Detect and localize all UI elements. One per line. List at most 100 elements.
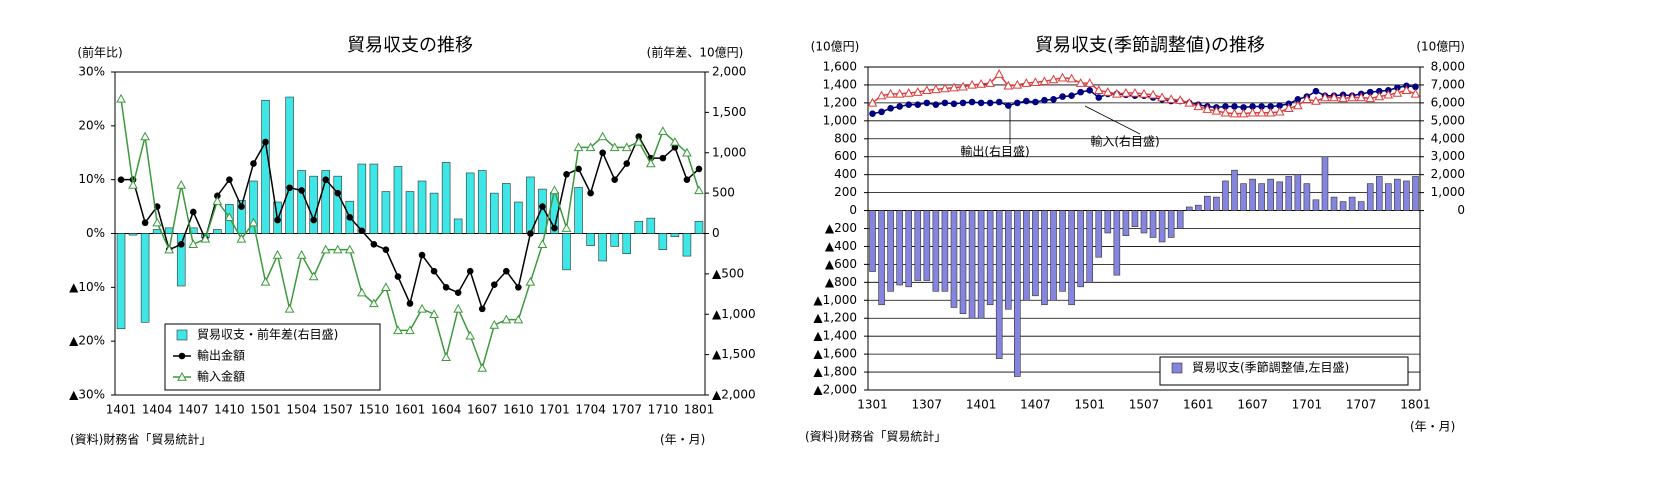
bar <box>646 217 656 234</box>
bar <box>1004 210 1012 310</box>
y-tick-label: ▲20% <box>69 334 105 348</box>
line-marker <box>1329 92 1339 102</box>
line-marker <box>1130 87 1140 97</box>
x-tick-label: 1301 <box>857 398 888 412</box>
x-tick-label: 1701 <box>539 403 570 417</box>
line-marker <box>1258 103 1265 110</box>
line-marker <box>912 87 923 96</box>
line-marker <box>188 239 199 248</box>
bar <box>1294 174 1302 211</box>
bar <box>116 233 126 330</box>
line-marker <box>164 244 175 254</box>
bar <box>381 191 391 234</box>
bar <box>369 163 379 234</box>
bar <box>1014 210 1021 377</box>
line-marker <box>1093 85 1104 95</box>
line-marker <box>152 217 162 227</box>
line-marker <box>525 276 536 286</box>
x-tick-label: 1710 <box>648 403 679 417</box>
legend-label: 貿易収支(季節調整値,左目盛) <box>1192 360 1349 375</box>
legend-swatch <box>176 329 188 341</box>
bar <box>1023 210 1030 301</box>
y2-axis-label: (10億円) <box>1416 40 1465 54</box>
line-marker <box>1023 97 1030 105</box>
line-marker <box>1004 102 1012 109</box>
y2-tick-label: 4,000 <box>1431 131 1465 145</box>
y2-tick-label: 7,000 <box>1431 77 1465 91</box>
line-marker <box>623 160 631 167</box>
line-marker <box>597 131 608 141</box>
line-marker <box>671 144 679 151</box>
line-marker <box>1059 93 1066 100</box>
bar <box>1158 210 1166 243</box>
y-tick-label: ▲1,600 <box>813 347 857 361</box>
line-marker <box>896 103 903 110</box>
y-tick-label: 400 <box>834 167 857 181</box>
bar <box>514 201 523 234</box>
line-marker <box>1401 85 1412 95</box>
legend-box <box>164 323 381 391</box>
line-marker <box>274 216 281 224</box>
x-tick-label: 1610 <box>503 403 534 417</box>
y-tick-label: 600 <box>834 149 857 163</box>
y-tick-label: ▲1,000 <box>813 293 857 307</box>
bar <box>417 180 427 234</box>
line-marker <box>1365 93 1376 103</box>
bar <box>1113 210 1121 276</box>
x-tick-label: 1601 <box>1183 398 1214 412</box>
bar <box>1149 210 1157 238</box>
x-unit-label: (年・月) <box>1410 420 1455 434</box>
x-tick-label: 1507 <box>1129 398 1160 412</box>
line-marker <box>177 240 185 248</box>
y-tick-label: ▲200 <box>825 221 857 235</box>
line-marker <box>551 224 558 232</box>
line-marker <box>986 99 994 107</box>
bar <box>1185 206 1193 211</box>
line-marker <box>1292 100 1303 110</box>
line-marker <box>429 309 439 318</box>
y-tick-label: 1,400 <box>823 77 857 91</box>
line-marker <box>1294 96 1302 103</box>
bar <box>261 99 270 234</box>
line-marker <box>1014 99 1021 107</box>
line-marker <box>515 284 522 291</box>
line-marker <box>128 180 138 189</box>
line-marker <box>501 314 512 324</box>
bar <box>968 210 976 319</box>
bar <box>1385 183 1392 211</box>
legend-marker <box>178 352 186 360</box>
line-marker <box>940 83 950 93</box>
y2-axis-label: (前年差、10億円) <box>647 45 744 60</box>
bar <box>477 170 487 234</box>
line-marker <box>1220 107 1231 117</box>
line-marker <box>1057 72 1068 82</box>
line-marker <box>332 244 343 254</box>
line-marker <box>1247 107 1258 117</box>
line-marker <box>236 233 247 243</box>
line-marker <box>1240 104 1247 111</box>
line-marker <box>1166 94 1176 103</box>
line-marker <box>453 303 464 313</box>
y-tick-label: 10% <box>78 172 105 186</box>
bar <box>1059 210 1066 292</box>
line-marker <box>200 233 211 243</box>
line-marker <box>381 282 391 292</box>
bar <box>128 233 138 236</box>
line-marker <box>260 276 271 286</box>
bar <box>950 210 958 308</box>
x-tick-label: 1501 <box>1074 398 1105 412</box>
line-marker <box>1084 78 1095 87</box>
bar <box>1167 210 1175 238</box>
bar <box>634 221 644 234</box>
line-marker <box>1050 96 1057 103</box>
line-marker <box>1184 97 1195 107</box>
line-marker <box>1338 93 1348 103</box>
bar <box>393 166 403 234</box>
source-note: (資料)財務省「貿易統計」 <box>805 429 946 444</box>
bar <box>1249 178 1256 211</box>
line-marker <box>310 216 317 224</box>
line-marker <box>587 189 594 197</box>
line-marker <box>430 267 438 275</box>
bar <box>321 170 330 234</box>
x-tick-label: 1607 <box>1237 398 1268 412</box>
